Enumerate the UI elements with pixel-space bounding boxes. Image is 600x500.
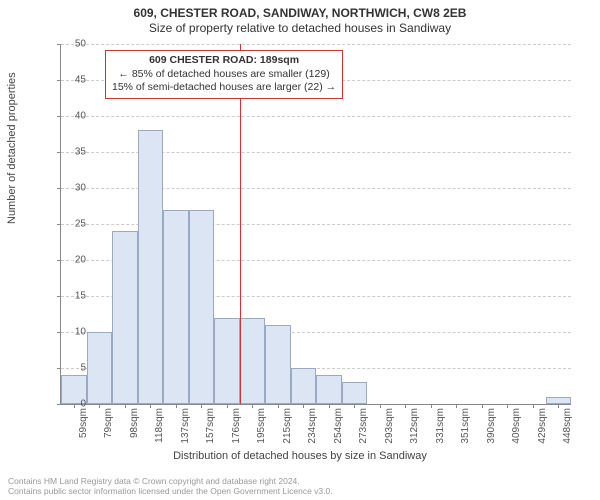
xtick-mark (303, 404, 304, 408)
info-box-line: ← 85% of detached houses are smaller (12… (112, 68, 336, 82)
xtick-mark (533, 404, 534, 408)
xtick-label: 331sqm (435, 408, 446, 444)
xtick-label: 157sqm (205, 408, 216, 444)
xtick-label: 429sqm (537, 408, 548, 444)
ytick-label: 40 (56, 111, 86, 122)
xtick-label: 273sqm (358, 408, 369, 444)
histogram-bar (189, 210, 215, 404)
ytick-label: 15 (56, 291, 86, 302)
xtick-mark (99, 404, 100, 408)
xtick-label: 351sqm (460, 408, 471, 444)
title-subtitle: Size of property relative to detached ho… (0, 21, 600, 35)
ytick-label: 25 (56, 219, 86, 230)
xtick-label: 234sqm (307, 408, 318, 444)
ytick-label: 20 (56, 255, 86, 266)
xtick-mark (329, 404, 330, 408)
histogram-bar (240, 318, 266, 404)
histogram-bar (342, 382, 368, 404)
xtick-label: 195sqm (256, 408, 267, 444)
xtick-label: 293sqm (384, 408, 395, 444)
info-box-line: 15% of semi-detached houses are larger (… (112, 81, 336, 95)
ytick-label: 5 (56, 363, 86, 374)
ytick-label: 50 (56, 39, 86, 50)
xtick-label: 79sqm (103, 408, 114, 438)
xtick-mark (456, 404, 457, 408)
xtick-label: 118sqm (154, 408, 165, 443)
histogram-bar (112, 231, 138, 404)
histogram-bar (546, 397, 572, 404)
histogram-bar (265, 325, 291, 404)
histogram-bar (214, 318, 240, 404)
x-axis-label: Distribution of detached houses by size … (0, 450, 600, 462)
footer-line2: Contains public sector information licen… (8, 486, 333, 496)
xtick-label: 448sqm (562, 408, 573, 444)
footer-line1: Contains HM Land Registry data © Crown c… (8, 476, 333, 486)
histogram-bar (316, 375, 342, 404)
chart-container: 609, CHESTER ROAD, SANDIWAY, NORTHWICH, … (0, 0, 600, 500)
xtick-mark (405, 404, 406, 408)
gridline (61, 116, 571, 117)
xtick-mark (278, 404, 279, 408)
footer-attribution: Contains HM Land Registry data © Crown c… (8, 476, 333, 496)
histogram-bar (138, 130, 164, 404)
ytick-label: 35 (56, 147, 86, 158)
xtick-mark (201, 404, 202, 408)
ytick-label: 0 (56, 399, 86, 410)
xtick-mark (558, 404, 559, 408)
ytick-label: 10 (56, 327, 86, 338)
info-box-title: 609 CHESTER ROAD: 189sqm (112, 54, 336, 68)
xtick-mark (507, 404, 508, 408)
ytick-label: 45 (56, 75, 86, 86)
xtick-mark (380, 404, 381, 408)
xtick-mark (227, 404, 228, 408)
histogram-bar (291, 368, 317, 404)
title-block: 609, CHESTER ROAD, SANDIWAY, NORTHWICH, … (0, 0, 600, 35)
info-box: 609 CHESTER ROAD: 189sqm← 85% of detache… (105, 50, 343, 99)
xtick-mark (176, 404, 177, 408)
xtick-label: 409sqm (511, 408, 522, 444)
gridline (61, 44, 571, 45)
ytick-label: 30 (56, 183, 86, 194)
xtick-label: 390sqm (486, 408, 497, 444)
histogram-bar (163, 210, 189, 404)
y-axis-label: Number of detached properties (6, 72, 18, 224)
xtick-mark (125, 404, 126, 408)
title-address: 609, CHESTER ROAD, SANDIWAY, NORTHWICH, … (0, 6, 600, 20)
xtick-label: 137sqm (180, 408, 191, 444)
xtick-label: 215sqm (282, 408, 293, 444)
xtick-label: 312sqm (409, 408, 420, 444)
xtick-label: 98sqm (129, 408, 140, 438)
xtick-label: 176sqm (231, 408, 242, 444)
xtick-mark (482, 404, 483, 408)
xtick-label: 254sqm (333, 408, 344, 444)
xtick-mark (354, 404, 355, 408)
xtick-mark (150, 404, 151, 408)
xtick-mark (431, 404, 432, 408)
histogram-bar (87, 332, 113, 404)
xtick-label: 59sqm (78, 408, 89, 438)
xtick-mark (252, 404, 253, 408)
